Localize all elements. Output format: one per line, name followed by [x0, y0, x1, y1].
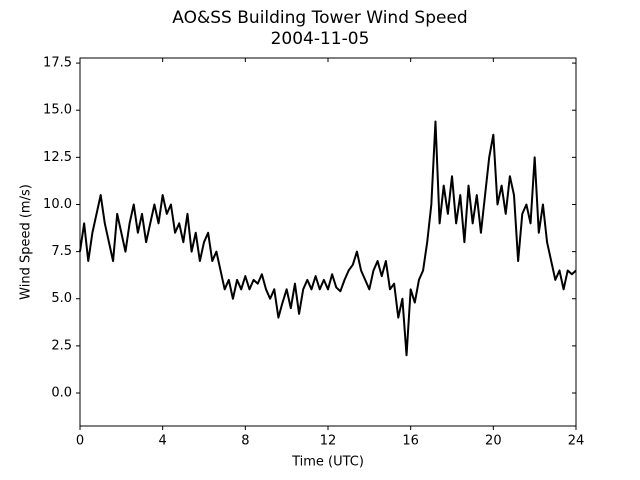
x-tick-label: 4 — [159, 434, 167, 449]
y-tick-label: 12.5 — [43, 150, 72, 165]
x-tick-label: 24 — [568, 434, 585, 449]
chart-title: AO&SS Building Tower Wind Speed — [172, 8, 467, 28]
y-tick-label: 15.0 — [43, 103, 72, 118]
y-tick-label: 7.5 — [51, 244, 72, 259]
data-line — [79, 120, 577, 357]
x-tick-label: 8 — [241, 434, 249, 449]
chart-subtitle: 2004-11-05 — [271, 29, 370, 49]
x-tick-label: 16 — [402, 434, 419, 449]
y-axis-label: Wind Speed (m/s) — [19, 184, 34, 300]
y-tick-label: 5.0 — [51, 291, 72, 306]
plot-frame — [79, 57, 577, 427]
x-tick-label: 0 — [76, 434, 84, 449]
y-tick-label: 10.0 — [43, 197, 72, 212]
y-tick-label: 17.5 — [43, 56, 72, 71]
y-tick-label: 0.0 — [51, 386, 72, 401]
x-axis-label: Time (UTC) — [291, 455, 364, 470]
x-tick-label: 20 — [485, 434, 502, 449]
y-tick-label: 2.5 — [51, 338, 72, 353]
x-tick-label: 12 — [320, 434, 337, 449]
